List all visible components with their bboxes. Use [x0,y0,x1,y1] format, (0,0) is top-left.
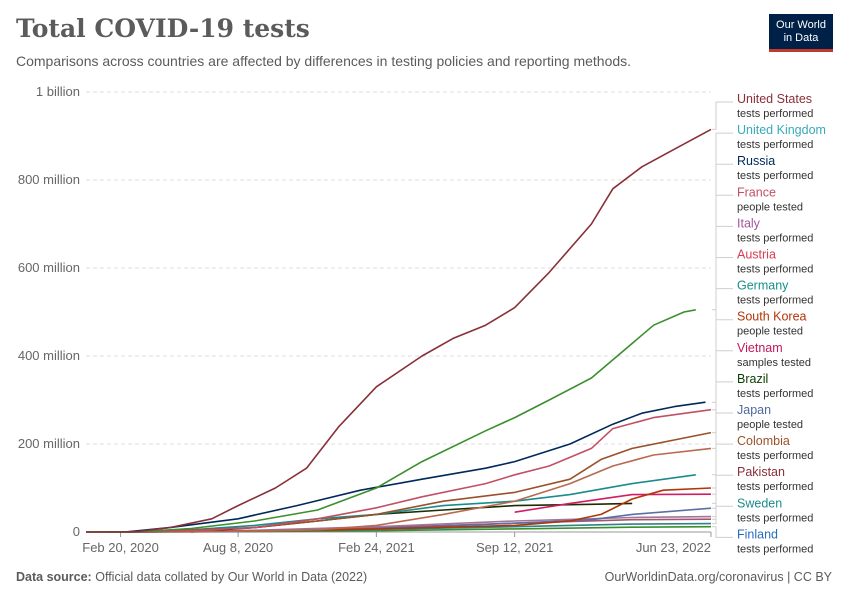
legend-unit-united-kingdom: tests performed [737,139,813,151]
connector-colombia [712,443,733,518]
legend-unit-united-states: tests performed [737,108,813,120]
y-tick-label-2: 400 million [18,348,80,363]
legend-name-south-korea: South Korea [737,310,807,324]
logo-line-1: Our World [776,18,826,31]
legend-name-germany: Germany [737,279,789,293]
legend-name-colombia: Colombia [737,434,790,448]
legend-name-france: France [737,185,776,199]
y-tick-label-5: 1 billion [36,84,80,99]
connector-sweden [712,505,733,525]
series-line-vietnam [514,493,712,513]
legend-name-finland: Finland [737,527,778,541]
legend-name-brazil: Brazil [737,372,768,386]
chart-title: Total COVID-19 tests [16,14,310,43]
x-tick-label-3: Sep 12, 2021 [476,540,553,555]
data-source-label: Data source: [16,570,92,584]
y-tick-label-1: 200 million [18,436,80,451]
legend-unit-vietnam: samples tested [737,357,811,369]
legend-unit-france: people tested [737,201,803,213]
series-line-united-states [86,128,712,533]
y-tick-label-3: 600 million [18,260,80,275]
legend-unit-austria: tests performed [737,264,813,276]
y-axis: 0 200 million 400 million 600 million 800 mi… [18,84,80,539]
y-tick-label-0: 0 [73,524,80,539]
legend-name-russia: Russia [737,154,775,168]
x-tick-label-0: Feb 20, 2020 [82,540,159,555]
owid-logo[interactable]: Our World in Data [769,14,833,52]
connector-france [712,194,733,411]
connector-united-states [712,101,733,130]
logo-line-2: in Data [783,31,819,44]
series-line-united-kingdom [85,309,696,533]
legend-unit-sweden: tests performed [737,512,813,524]
connector-brazil [712,381,733,504]
legend-unit-russia: tests performed [737,170,813,182]
data-source-text: Official data collated by Our World in D… [95,570,368,584]
legend-unit-finland: tests performed [737,543,813,555]
y-tick-label-4: 800 million [18,172,80,187]
legend-name-sweden: Sweden [737,496,782,510]
label-connectors [712,101,733,538]
legend-unit-colombia: tests performed [737,450,813,462]
legend-name-vietnam: Vietnam [737,341,783,355]
x-axis: Feb 20, 2020 Aug 8, 2020 Feb 24, 2021 Sep 1… [82,532,712,555]
x-tick-label-4: Jun 23, 2022 [636,540,711,555]
series-line-france [148,408,712,533]
legend-unit-italy: tests performed [737,232,813,244]
connector-united-kingdom [712,132,733,311]
legend-name-united-states: United States [737,92,812,106]
connector-finland [712,526,733,538]
chart-area: 0 200 million 400 million 600 million 800 mi… [18,84,826,555]
connector-russia [712,163,733,403]
connector-austria [712,257,733,449]
series-line-germany [127,474,696,533]
series-line-russia [85,401,706,533]
x-tick-label-1: Aug 8, 2020 [203,540,273,555]
legend-labels: United States tests performed United Kingd… [737,92,826,555]
series-line-austria [127,447,712,533]
connector-vietnam [712,350,733,495]
x-tick-label-2: Feb 24, 2021 [338,540,415,555]
connector-pakistan [712,474,733,520]
grid-lines [86,91,711,533]
chart-subtitle: Comparisons across countries are affecte… [16,53,632,69]
legend-unit-pakistan: tests performed [737,481,813,493]
footer-link[interactable]: OurWorldinData.org/coronavirus | CC BY [604,570,832,584]
legend-name-japan: Japan [737,403,771,417]
legend-name-pakistan: Pakistan [737,465,785,479]
legend-unit-germany: tests performed [737,295,813,307]
legend-unit-japan: people tested [737,419,803,431]
series-lines [85,128,712,533]
data-source: Data source: Official data collated by O… [16,570,367,584]
legend-unit-south-korea: people tested [737,326,803,338]
connector-south-korea [712,319,733,489]
legend-name-united-kingdom: United Kingdom [737,123,826,137]
legend-name-italy: Italy [737,216,761,230]
legend-name-austria: Austria [737,248,776,262]
legend-unit-brazil: tests performed [737,388,813,400]
